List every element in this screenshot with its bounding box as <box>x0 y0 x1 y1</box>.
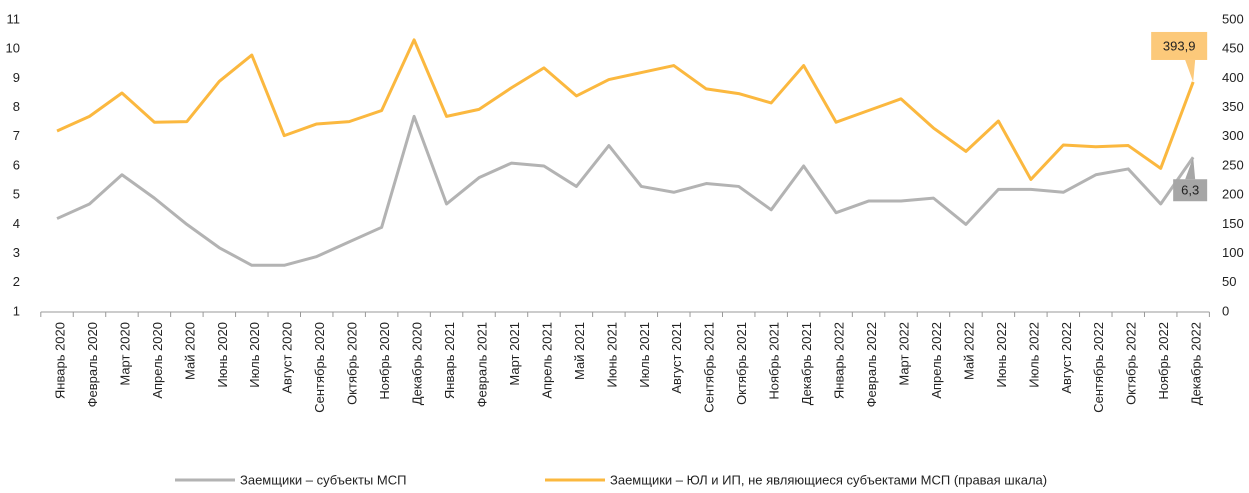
x-tick-label: Ноябрь 2021 <box>767 322 782 400</box>
x-tick-label: Январь 2021 <box>442 322 457 399</box>
y-tick-label: 4 <box>13 216 20 231</box>
x-tick-label: Апрель 2022 <box>929 322 944 399</box>
y-tick-label: 8 <box>13 99 20 114</box>
y2-tick-label: 50 <box>1222 274 1236 289</box>
x-tick-label: Март 2022 <box>896 322 911 386</box>
legend-label: Заемщики – субъекты МСП <box>240 472 406 487</box>
x-tick-label: Июнь 2022 <box>994 322 1009 388</box>
y-tick-label: 2 <box>13 274 20 289</box>
x-tick-label: Июль 2021 <box>637 322 652 388</box>
y-tick-label: 7 <box>13 128 20 143</box>
y2-tick-label: 400 <box>1222 70 1244 85</box>
x-tick-label: Июль 2020 <box>247 322 262 388</box>
x-tick-label: Октябрь 2021 <box>734 322 749 405</box>
legend-label: Заемщики – ЮЛ и ИП, не являющиеся субъек… <box>610 472 1047 487</box>
callout-box <box>1173 179 1208 202</box>
y-tick-label: 6 <box>13 157 20 172</box>
x-tick-label: Февраль 2022 <box>864 322 879 407</box>
x-tick-label: Сентябрь 2020 <box>312 322 327 413</box>
x-tick-label: Август 2020 <box>280 322 295 394</box>
y-tick-label: 10 <box>6 41 20 56</box>
x-tick-label: Сентябрь 2021 <box>702 322 717 413</box>
x-tick-label: Май 2021 <box>572 322 587 380</box>
x-tick-label: Август 2021 <box>669 322 684 394</box>
y2-tick-label: 450 <box>1222 41 1244 56</box>
x-tick-label: Сентябрь 2022 <box>1091 322 1106 413</box>
x-tick-label: Февраль 2021 <box>474 322 489 407</box>
x-tick-label: Январь 2020 <box>52 322 67 399</box>
y2-tick-label: 0 <box>1222 303 1229 318</box>
x-tick-label: Январь 2022 <box>832 322 847 399</box>
y2-tick-label: 250 <box>1222 157 1244 172</box>
data-label: 6,3 <box>1181 183 1199 198</box>
x-tick-label: Июнь 2020 <box>215 322 230 388</box>
x-tick-label: Ноябрь 2022 <box>1156 322 1171 400</box>
x-tick-label: Август 2022 <box>1059 322 1074 394</box>
x-tick-label: Ноябрь 2020 <box>377 322 392 400</box>
x-tick-label: Март 2020 <box>117 322 132 386</box>
y2-tick-label: 500 <box>1222 11 1244 26</box>
x-tick-label: Февраль 2020 <box>85 322 100 407</box>
callout-box <box>1151 31 1208 60</box>
y-tick-label: 11 <box>7 11 21 26</box>
x-tick-label: Апрель 2020 <box>150 322 165 399</box>
y-tick-label: 5 <box>13 187 20 202</box>
y-tick-label: 1 <box>13 303 20 318</box>
y-tick-label: 9 <box>13 70 20 85</box>
series-line <box>56 38 1195 181</box>
x-tick-label: Май 2020 <box>182 322 197 380</box>
y-tick-label: 3 <box>13 245 20 260</box>
x-tick-label: Декабрь 2022 <box>1189 322 1204 405</box>
x-tick-label: Июль 2022 <box>1026 322 1041 388</box>
y2-tick-label: 100 <box>1222 245 1244 260</box>
x-tick-label: Апрель 2021 <box>539 322 554 399</box>
x-tick-label: Июнь 2021 <box>604 322 619 388</box>
y2-tick-label: 300 <box>1222 128 1244 143</box>
x-tick-label: Октябрь 2020 <box>345 322 360 405</box>
x-tick-label: Декабрь 2020 <box>410 322 425 405</box>
callout-pointer <box>1185 59 1196 82</box>
series-line <box>56 114 1195 267</box>
x-tick-label: Март 2021 <box>507 322 522 386</box>
y2-tick-label: 350 <box>1222 99 1244 114</box>
x-tick-label: Декабрь 2021 <box>799 322 814 405</box>
data-label: 393,9 <box>1163 38 1196 53</box>
y2-tick-label: 200 <box>1222 187 1244 202</box>
x-tick-label: Май 2022 <box>961 322 976 380</box>
y2-tick-label: 150 <box>1222 216 1244 231</box>
callout-pointer <box>1185 157 1196 180</box>
x-tick-label: Октябрь 2022 <box>1124 322 1139 405</box>
